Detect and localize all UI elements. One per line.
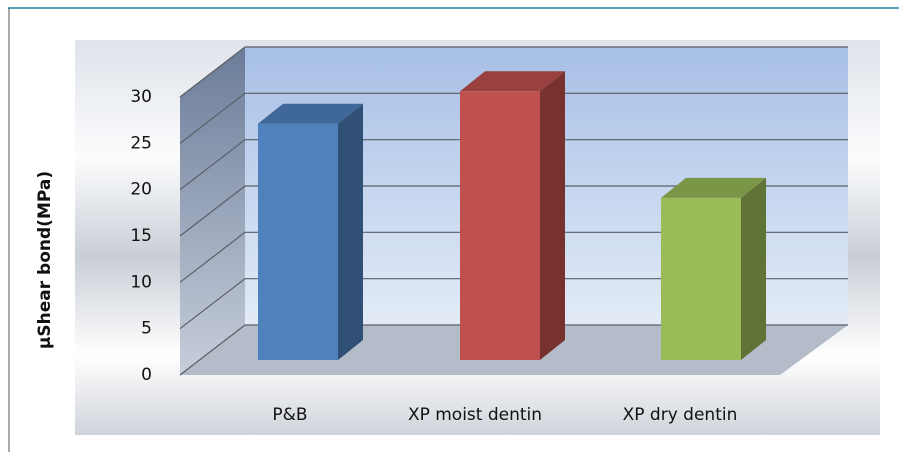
y-tick-label: 15: [130, 226, 152, 246]
grid-line: [179, 324, 848, 376]
y-tick-label: 30: [130, 87, 152, 107]
bar-side: [540, 71, 565, 361]
grid-line: [179, 139, 848, 191]
bar-top: [460, 71, 565, 92]
y-tick-label: 10: [130, 272, 152, 292]
grid-line: [179, 231, 848, 283]
bar-side: [741, 177, 766, 360]
y-tick-label: 25: [130, 133, 152, 153]
y-tick-label: 20: [130, 180, 152, 200]
y-axis-title: µShear bond(MPa): [35, 171, 55, 349]
bar: [258, 123, 338, 360]
bar-top: [258, 103, 363, 124]
grid-line: [179, 278, 848, 330]
x-tick-label: XP dry dentin: [623, 405, 738, 425]
bar: [661, 197, 741, 360]
bar-top: [661, 177, 766, 198]
x-tick-label: XP moist dentin: [408, 405, 542, 425]
y-tick-label: 5: [141, 319, 152, 339]
bar: [460, 91, 540, 361]
y-tick-label: 0: [141, 365, 152, 385]
bar-side: [338, 103, 363, 360]
grid-line: [179, 46, 848, 98]
grid-line: [179, 185, 848, 237]
grid-line: [179, 92, 848, 144]
x-tick-label: P&B: [272, 405, 307, 425]
